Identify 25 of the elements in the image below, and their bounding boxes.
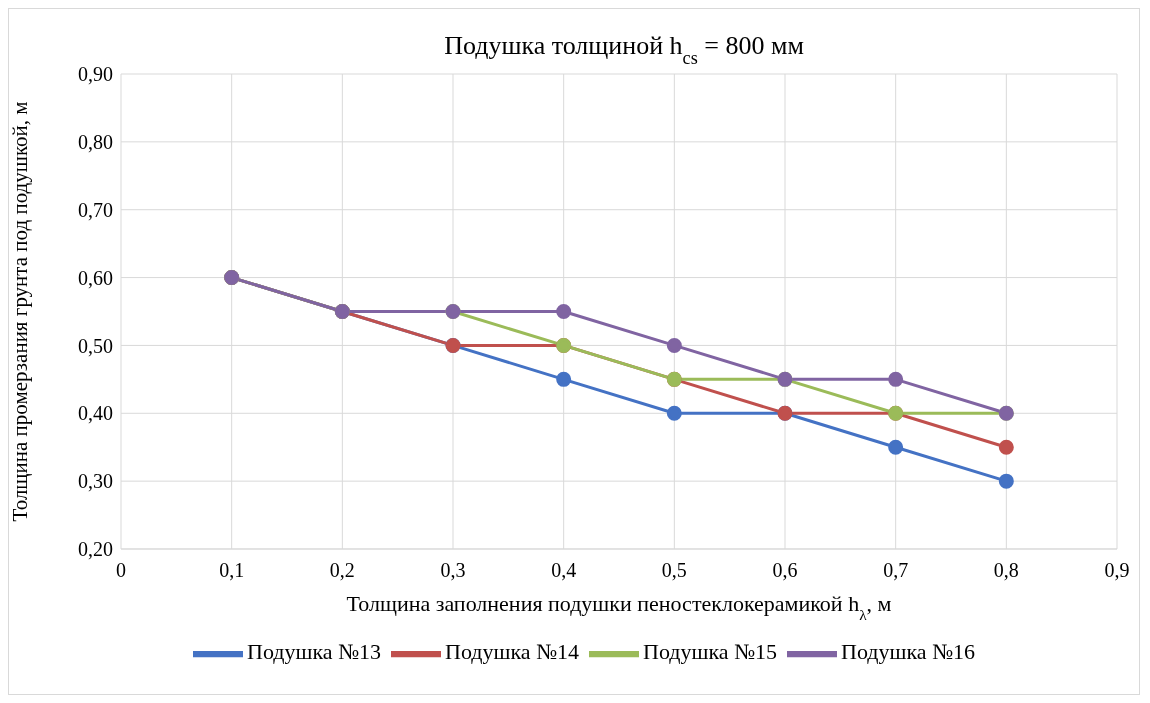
y-tick-label: 0,70 [78, 198, 113, 221]
x-tick-label: 0,1 [219, 559, 245, 581]
legend-label: Подушка №13 [247, 639, 381, 665]
legend-label: Подушка №16 [841, 639, 975, 665]
x-tick-label: 0 [116, 559, 126, 581]
x-axis-title: Толщина заполнения подушки пеностеклокерамикой h$_{λ}$, м [346, 591, 892, 623]
x-tick-label: 0,7 [883, 559, 909, 581]
y-tick-label: 0,60 [78, 266, 113, 289]
x-tick-label: 0,9 [1104, 559, 1130, 581]
x-tick-label: 0,8 [993, 559, 1019, 581]
y-tick-label: 0,80 [78, 130, 113, 153]
y-tick-label: 0,20 [78, 538, 113, 561]
chart-title: Подушка толщиной h$_{cs}$ = 800 мм [444, 31, 804, 68]
legend-label: Подушка №14 [445, 639, 579, 665]
x-tick-label: 0,3 [440, 559, 466, 581]
y-tick-label: 0,50 [78, 334, 113, 357]
x-tick-label: 0,2 [329, 559, 355, 581]
x-tick-label: 0,5 [661, 559, 687, 581]
y-tick-label: 0,40 [78, 402, 113, 425]
y-tick-label: 0,90 [78, 63, 113, 86]
x-tick-label: 0,4 [551, 559, 577, 581]
y-axis-title: Толщина промерзания грунта под подушкой, м [8, 101, 32, 522]
y-tick-label: 0,30 [78, 470, 113, 493]
x-tick-label: 0,6 [772, 559, 798, 581]
legend-label: Подушка №15 [643, 639, 777, 665]
